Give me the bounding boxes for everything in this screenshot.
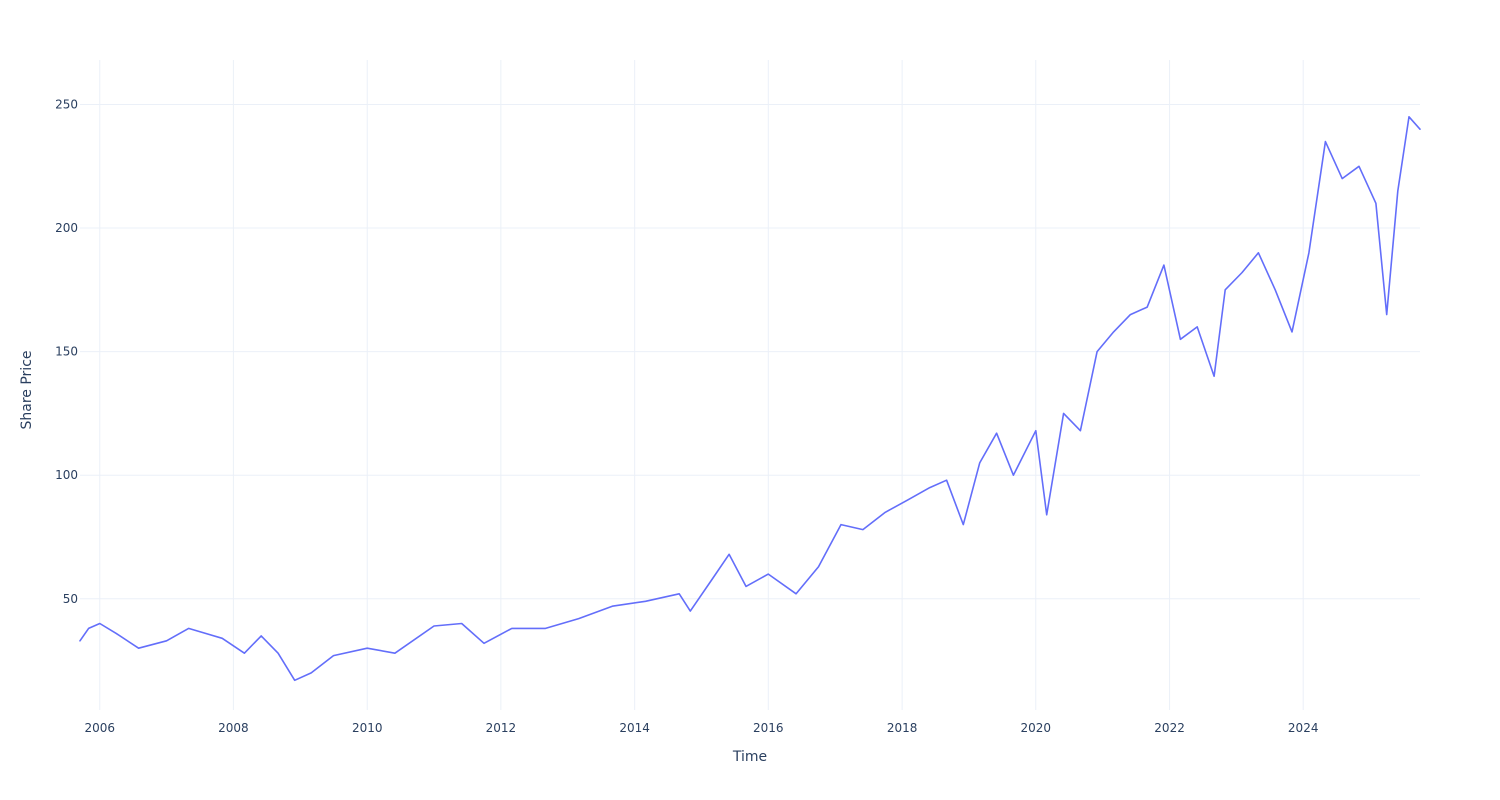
x-gridlines <box>99 60 1304 710</box>
x-tick-label: 2022 <box>1154 721 1185 735</box>
x-tick-label: 2024 <box>1288 721 1319 735</box>
x-tick-label: 2012 <box>486 721 517 735</box>
x-tick-label: 2006 <box>84 721 115 735</box>
y-tick-label: 100 <box>55 468 78 482</box>
y-axis-title: Share Price <box>19 350 35 429</box>
x-tick-label: 2010 <box>352 721 383 735</box>
x-tick-label: 2008 <box>218 721 249 735</box>
x-tick-label: 2018 <box>887 721 918 735</box>
x-axis-title: Time <box>732 749 767 765</box>
series-line-0 <box>79 116 1421 682</box>
x-tick-label: 2020 <box>1020 721 1051 735</box>
y-tick-labels: 50 100 150 200 250 <box>55 97 78 605</box>
x-tick-label: 2016 <box>753 721 784 735</box>
y-tick-label: 50 <box>63 592 78 606</box>
y-tick-label: 250 <box>55 97 78 111</box>
x-tick-label: 2014 <box>619 721 650 735</box>
y-tick-label: 200 <box>55 221 78 235</box>
y-gridlines <box>80 103 1420 600</box>
y-tick-label: 150 <box>55 345 78 359</box>
x-tick-labels: 2006 2008 2010 2012 2014 2016 2018 2020 2022 2024 <box>84 721 1318 735</box>
series-layer <box>79 116 1421 682</box>
